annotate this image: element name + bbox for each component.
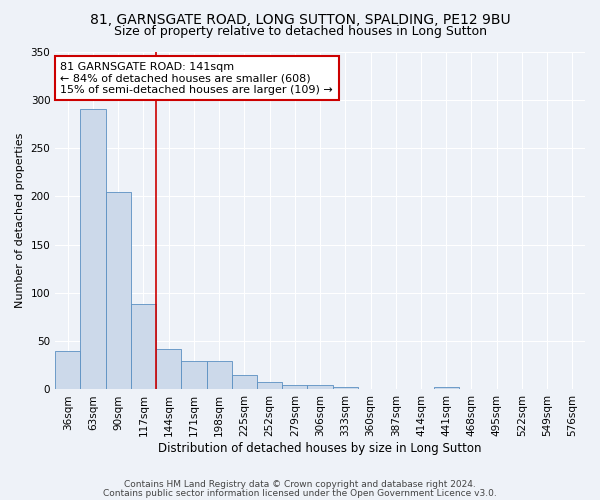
Y-axis label: Number of detached properties: Number of detached properties [15, 133, 25, 308]
Bar [106, 192, 131, 390]
Text: Contains public sector information licensed under the Open Government Licence v3: Contains public sector information licen… [103, 488, 497, 498]
Text: 81 GARNSGATE ROAD: 141sqm
← 84% of detached houses are smaller (608)
15% of semi: 81 GARNSGATE ROAD: 141sqm ← 84% of detac… [61, 62, 333, 95]
Text: 81, GARNSGATE ROAD, LONG SUTTON, SPALDING, PE12 9BU: 81, GARNSGATE ROAD, LONG SUTTON, SPALDIN… [89, 12, 511, 26]
Bar [206, 362, 232, 390]
Bar [332, 386, 358, 390]
Bar [80, 110, 106, 390]
Bar [434, 386, 459, 390]
Bar [257, 382, 282, 390]
Bar [282, 384, 307, 390]
Bar [232, 375, 257, 390]
Bar [55, 351, 80, 390]
X-axis label: Distribution of detached houses by size in Long Sutton: Distribution of detached houses by size … [158, 442, 482, 455]
Text: Size of property relative to detached houses in Long Sutton: Size of property relative to detached ho… [113, 25, 487, 38]
Text: Contains HM Land Registry data © Crown copyright and database right 2024.: Contains HM Land Registry data © Crown c… [124, 480, 476, 489]
Bar [156, 349, 181, 390]
Bar [131, 304, 156, 390]
Bar [181, 362, 206, 390]
Bar [307, 384, 332, 390]
